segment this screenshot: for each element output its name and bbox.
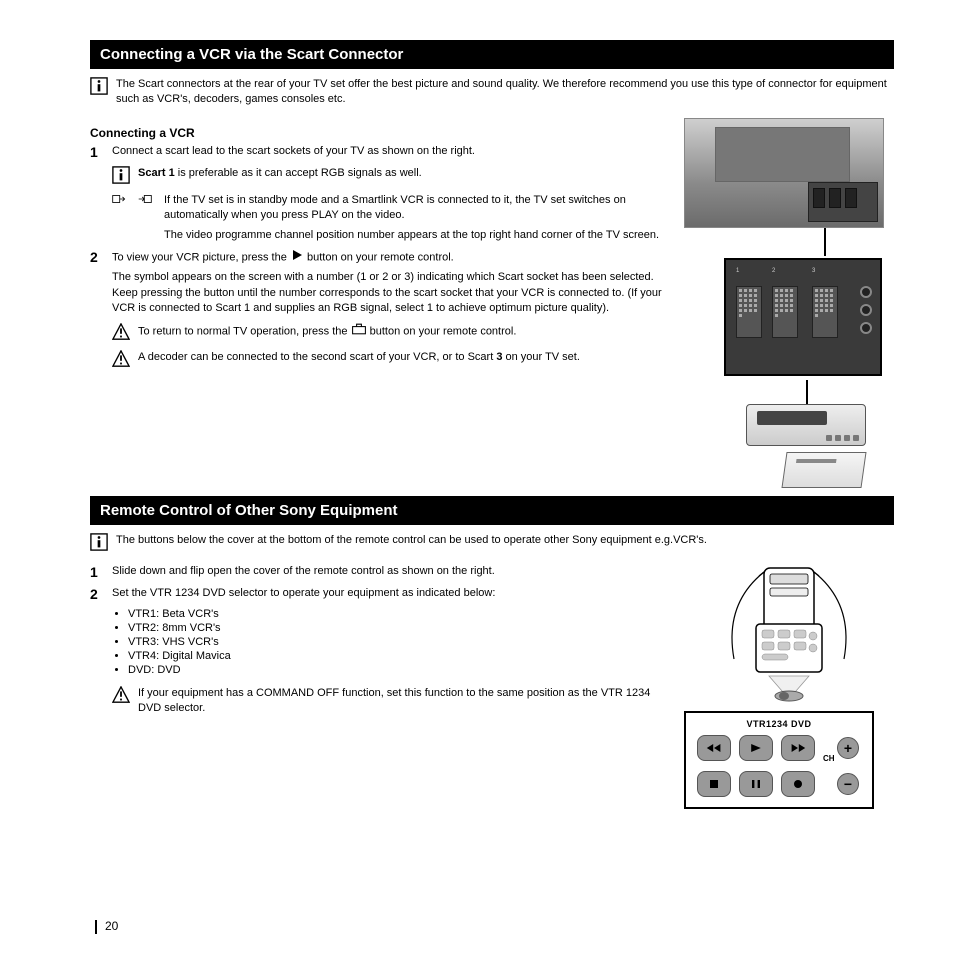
section-2-title: Remote Control of Other Sony Equipment	[90, 496, 894, 525]
step-1-text: Connect a scart lead to the scart socket…	[112, 144, 664, 159]
decoder-diagram	[781, 452, 866, 488]
list-item: VTR1: Beta VCR's	[128, 608, 664, 620]
play-icon	[290, 249, 304, 266]
rewind-button[interactable]	[697, 735, 731, 761]
command-off-text: If your equipment has a COMMAND OFF func…	[138, 686, 664, 717]
sec2-step2-text: Set the VTR 1234 DVD selector to operate…	[112, 586, 664, 601]
stop-button[interactable]	[697, 771, 731, 797]
record-button[interactable]	[781, 771, 815, 797]
info-icon	[90, 77, 108, 98]
list-item: DVD: DVD	[128, 664, 664, 676]
list-item: VTR2: 8mm VCR's	[128, 622, 664, 634]
step-1-number: 1	[90, 144, 104, 160]
warning-icon	[112, 323, 130, 344]
input-icon	[138, 193, 152, 208]
connection-line	[824, 228, 826, 256]
scart1-note: Scart 1 is preferable as it can accept R…	[138, 166, 664, 181]
output-icon	[112, 193, 126, 208]
step-2-number: 2	[90, 249, 104, 265]
scart-sockets-photo: 1 2 3	[724, 258, 882, 376]
section-1-lead: The Scart connectors at the rear of your…	[116, 77, 894, 108]
connecting-vcr-heading: Connecting a VCR	[90, 126, 664, 140]
section-1-title: Connecting a VCR via the Scart Connector	[90, 40, 894, 69]
pause-button[interactable]	[739, 771, 773, 797]
page-number: 20	[95, 919, 118, 934]
channel-indicator-text: The video programme channel position num…	[164, 228, 664, 243]
media-buttons-panel: VTR1234 DVD CH + −	[684, 711, 874, 809]
tv-rear-photo	[684, 118, 884, 228]
channel-up-button[interactable]: +	[837, 737, 859, 759]
remote-control-diagram	[684, 564, 894, 707]
smartlink-text: If the TV set is in standby mode and a S…	[164, 193, 664, 224]
warning-icon	[112, 350, 130, 371]
warning-icon	[112, 686, 130, 707]
vtr-options-list: VTR1: Beta VCR's VTR2: 8mm VCR's VTR3: V…	[128, 608, 664, 676]
vcr-diagram	[746, 404, 866, 446]
step-2-number: 2	[90, 586, 104, 602]
fast-forward-button[interactable]	[781, 735, 815, 761]
channel-down-button[interactable]: −	[837, 773, 859, 795]
connection-line	[806, 380, 808, 404]
list-item: VTR4: Digital Mavica	[128, 650, 664, 662]
sec2-step1-text: Slide down and flip open the cover of th…	[112, 564, 664, 579]
step-2-sub: The symbol appears on the screen with a …	[112, 270, 664, 316]
tv-mode-icon	[351, 323, 367, 340]
play-button[interactable]	[739, 735, 773, 761]
info-icon	[112, 166, 130, 187]
step-2-text: To view your VCR picture, press the butt…	[112, 249, 664, 266]
vtr-selector-label: VTR1234 DVD	[746, 719, 811, 729]
info-icon	[90, 533, 108, 554]
step-1-number: 1	[90, 564, 104, 580]
list-item: VTR3: VHS VCR's	[128, 636, 664, 648]
return-tv-text: To return to normal TV operation, press …	[138, 323, 664, 340]
section-2-lead: The buttons below the cover at the botto…	[116, 533, 894, 548]
decoder-text: A decoder can be connected to the second…	[138, 350, 664, 365]
ch-label: CH	[823, 754, 831, 763]
